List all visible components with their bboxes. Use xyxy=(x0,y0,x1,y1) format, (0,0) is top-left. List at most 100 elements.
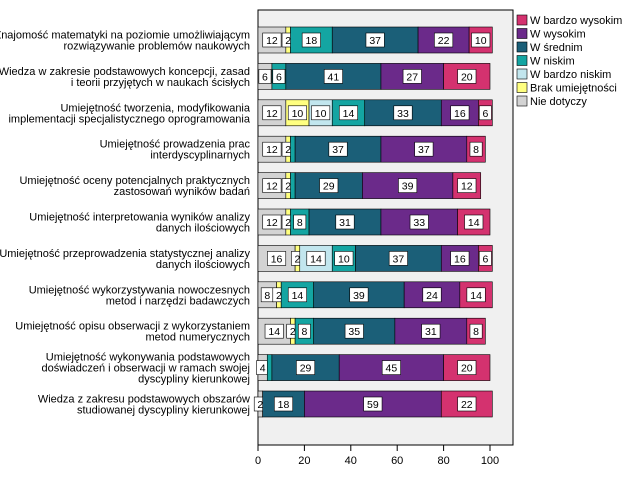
data-label: 37 xyxy=(393,253,405,265)
bar-segment xyxy=(443,354,491,381)
data-label: 6 xyxy=(262,71,268,83)
data-label-box xyxy=(264,323,284,339)
category-label: i teorii przyjętych w naukach ścisłych xyxy=(71,77,250,89)
legend-label: W niskim xyxy=(530,56,575,68)
legend-label: W średnim xyxy=(530,42,583,54)
data-label: 31 xyxy=(425,326,437,338)
data-label: 12 xyxy=(266,181,278,193)
data-label: 35 xyxy=(348,326,360,338)
data-label: 20 xyxy=(461,71,473,83)
x-axis: 0 20 40 60 80 100 xyxy=(255,445,499,467)
data-label: 12 xyxy=(266,217,278,229)
data-label-box xyxy=(478,251,492,266)
data-label-box xyxy=(334,251,354,266)
data-label: 14 xyxy=(268,326,280,338)
x-tick-label: 60 xyxy=(391,455,403,467)
data-label: 2 xyxy=(290,326,296,338)
x-tick-label: 100 xyxy=(481,455,499,467)
category-label: doświadczeń i obserwacji w ramach swojej xyxy=(42,363,250,375)
category-label: Umiejętność przeprowadzenia statystyczne… xyxy=(0,248,250,260)
legend-swatch xyxy=(516,55,528,66)
x-tick-label: 0 xyxy=(255,455,261,467)
data-label-box xyxy=(393,105,413,121)
x-tick-label: 20 xyxy=(298,455,310,467)
legend-swatch xyxy=(516,28,528,39)
data-label: 33 xyxy=(413,217,425,229)
data-label: 8 xyxy=(473,326,479,338)
data-label: 20 xyxy=(461,363,473,375)
data-label: 29 xyxy=(323,181,335,193)
bar-segment xyxy=(290,172,296,199)
data-label: 8 xyxy=(297,217,303,229)
data-label: 16 xyxy=(454,253,466,265)
data-label-box xyxy=(335,214,355,230)
data-label-box xyxy=(287,105,307,121)
data-label: 37 xyxy=(332,144,344,156)
data-label: 2 xyxy=(257,399,263,411)
data-label: 22 xyxy=(438,35,450,47)
category-label: danych ilościowych xyxy=(156,223,250,235)
data-label-box xyxy=(258,69,272,84)
legend-label: Brak umiejętności xyxy=(530,83,617,95)
data-label: 2 xyxy=(276,290,282,302)
data-label: 37 xyxy=(418,144,430,156)
legend-swatch xyxy=(516,41,528,53)
data-label-box xyxy=(262,178,282,193)
data-label: 31 xyxy=(339,217,351,229)
data-label-box xyxy=(457,360,477,375)
data-label: 10 xyxy=(338,253,350,265)
data-label: 6 xyxy=(482,108,488,120)
data-label-box xyxy=(262,32,282,48)
category-label: studiowanej dyscypliny kierunkowej xyxy=(77,405,250,417)
data-label-box xyxy=(306,251,326,266)
category-label: Umiejętność interpretowania wyników anal… xyxy=(29,212,250,224)
data-label: 16 xyxy=(454,108,466,120)
category-label: Umiejętność oceny potencjalnych praktycz… xyxy=(19,175,250,187)
legend-label: W wysokim xyxy=(530,29,586,41)
data-label-box xyxy=(450,251,470,266)
data-label-box xyxy=(434,32,454,48)
data-label: 29 xyxy=(300,363,312,375)
category-label: Umiejętność prowadzenia prac xyxy=(100,139,251,151)
data-label-box xyxy=(363,396,383,412)
category-label: implementacji specjalistycznego oprogram… xyxy=(8,113,250,125)
legend-swatch xyxy=(516,95,528,107)
data-label: 39 xyxy=(402,181,414,193)
data-label: 33 xyxy=(397,108,409,120)
data-label: 6 xyxy=(276,71,282,83)
data-label: 14 xyxy=(310,253,322,265)
x-tick-label: 80 xyxy=(437,455,449,467)
data-label: 45 xyxy=(386,363,398,375)
legend-label: Nie dotyczy xyxy=(530,96,587,108)
data-label: 8 xyxy=(473,144,479,156)
data-label-box xyxy=(414,141,434,157)
category-label: Umiejętność wykonywania podstawowych xyxy=(46,352,250,364)
data-label: 18 xyxy=(278,399,290,411)
data-label: 6 xyxy=(482,253,488,265)
data-label-box xyxy=(293,214,307,230)
data-label-box xyxy=(388,251,408,266)
data-label: 12 xyxy=(266,35,278,47)
category-label: Umiejętność tworzenia, modyfikowania xyxy=(60,102,250,114)
data-label: 16 xyxy=(271,253,283,265)
data-label: 22 xyxy=(461,399,473,411)
data-label-box xyxy=(296,360,316,375)
data-label: 14 xyxy=(468,217,480,229)
bar-segment xyxy=(266,354,273,381)
legend-swatch xyxy=(516,14,528,26)
data-label: 8 xyxy=(301,326,307,338)
data-label-box xyxy=(398,178,418,193)
data-label: 27 xyxy=(406,71,418,83)
data-label-box xyxy=(323,69,343,84)
data-label: 2 xyxy=(285,144,291,156)
legend-label: W bardzo niskim xyxy=(530,69,611,81)
category-label: Znajomość matematyki na poziomie umożliw… xyxy=(0,30,250,42)
data-label-box xyxy=(409,214,429,230)
data-label: 39 xyxy=(353,290,365,302)
data-label-box xyxy=(311,105,331,121)
data-label-box xyxy=(381,360,401,375)
category-label: Umiejętność opisu obserwacji z wykorzyst… xyxy=(15,321,250,333)
category-label: zastosowań wyników badań xyxy=(114,186,250,198)
